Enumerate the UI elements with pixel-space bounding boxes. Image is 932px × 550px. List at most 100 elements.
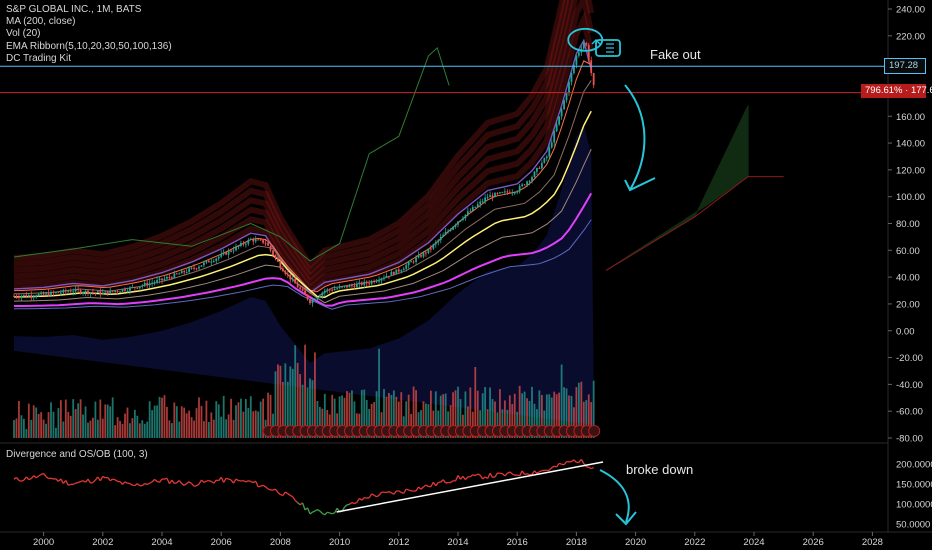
oscillator-segment <box>151 478 156 483</box>
candle-body <box>378 280 380 282</box>
volume-bar <box>321 408 324 438</box>
candle-body <box>173 273 176 279</box>
brokedown-arrowhead <box>615 511 637 526</box>
candle-body <box>116 291 119 293</box>
oscillator-trendline <box>336 461 604 513</box>
candle-body <box>274 255 277 259</box>
oscillator-segment <box>487 472 491 479</box>
volume-bar <box>185 413 188 438</box>
candle-body <box>555 124 558 132</box>
volume-bar <box>563 387 565 438</box>
candle-body <box>331 289 334 291</box>
candle-body <box>240 243 242 246</box>
oscillator-segment <box>331 512 335 515</box>
volume-bar <box>72 399 75 438</box>
oscillator-segment <box>445 481 449 484</box>
oscillator-segment <box>50 477 54 480</box>
volume-bar <box>222 395 225 438</box>
candle-body <box>37 294 40 297</box>
oscillator-pane: 200.0000 150.0000 100.0000 50.0000 <box>13 458 932 531</box>
candle-body <box>212 260 215 262</box>
candle-body <box>553 131 556 143</box>
volume-bar <box>577 382 580 438</box>
volume-bar <box>67 411 70 438</box>
volume-bar <box>415 390 417 438</box>
volume-bar <box>143 423 146 438</box>
candle-body <box>550 142 553 148</box>
oscillator-segment <box>77 481 81 484</box>
volume-bar <box>553 391 556 438</box>
oscillator-segment <box>423 484 427 488</box>
oscillator-segment <box>430 481 434 488</box>
time-tick-label: 2028 <box>862 537 883 548</box>
candle-body <box>267 242 269 246</box>
volume-bar <box>252 411 255 438</box>
oscillator-segment <box>504 472 508 477</box>
candle-body <box>439 237 442 241</box>
volume-bar <box>429 390 432 438</box>
volume-bar <box>274 371 277 438</box>
volume-bar <box>503 400 506 438</box>
volume-bar <box>55 427 57 438</box>
candle-body <box>55 292 57 294</box>
volume-bar <box>161 397 163 438</box>
candle-body <box>548 147 551 157</box>
oscillator-tick-label: 50.0000 <box>896 520 930 531</box>
oscillator-segment <box>265 486 269 490</box>
time-tick-label: 2022 <box>684 537 705 548</box>
candle-body <box>392 271 395 275</box>
candle-body <box>306 294 309 300</box>
volume-group <box>13 344 595 438</box>
candle-body <box>286 273 289 275</box>
oscillator-segment <box>156 480 160 483</box>
candle-body <box>254 239 257 242</box>
oscillator-segment <box>223 478 227 483</box>
candle-body <box>299 287 302 290</box>
hand-icon <box>591 38 621 57</box>
oscillator-segment <box>277 492 281 496</box>
candle-body <box>249 239 252 241</box>
volume-bar <box>341 395 343 438</box>
oscillator-segment <box>260 484 264 487</box>
candle-body <box>217 256 220 259</box>
volume-bar <box>434 391 437 438</box>
candle-body <box>402 268 405 271</box>
volume-bar <box>392 390 395 438</box>
oscillator-segment <box>457 475 462 480</box>
candle-body <box>247 239 250 244</box>
candle-body <box>284 271 287 274</box>
volume-bar <box>370 403 373 438</box>
price-tick-label: -20.00 <box>896 353 923 364</box>
oscillator-segment <box>314 509 318 512</box>
oscillator-segment <box>533 470 538 474</box>
oscillator-segment <box>509 471 513 475</box>
volume-bar <box>198 397 200 438</box>
volume-bar <box>363 389 366 438</box>
oscillator-segment <box>159 478 163 483</box>
candle-body <box>370 281 373 284</box>
candle-body <box>326 289 329 291</box>
oscillator-segment <box>292 496 296 501</box>
candle-body <box>277 258 279 262</box>
volume-bar <box>104 404 107 438</box>
candle-body <box>407 261 410 266</box>
oscillator-segment <box>373 494 377 498</box>
candle-body <box>195 268 198 270</box>
oscillator-segment <box>563 461 568 466</box>
oscillator-segment <box>134 483 138 487</box>
ema-100 <box>13 192 593 307</box>
candle-body <box>422 252 425 257</box>
volume-bar <box>52 411 55 438</box>
candle-body <box>193 267 195 269</box>
candle-body <box>183 270 186 273</box>
volume-bar <box>121 423 124 438</box>
oscillator-segment <box>554 465 557 468</box>
price-tick-label: 160.00 <box>896 112 925 123</box>
oscillator-segment <box>289 494 294 498</box>
candle-body <box>72 291 75 293</box>
oscillator-segment <box>25 476 30 481</box>
candle-body <box>545 156 548 159</box>
candle-body <box>156 279 158 283</box>
oscillator-segment <box>43 473 47 477</box>
